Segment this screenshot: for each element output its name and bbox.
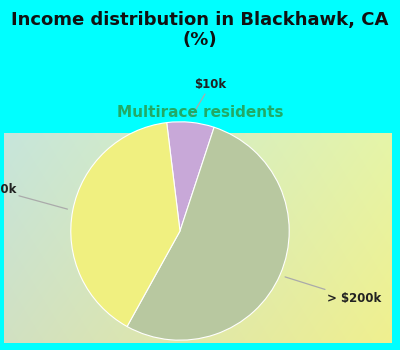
Text: $10k: $10k	[191, 78, 227, 117]
Wedge shape	[127, 127, 289, 340]
Text: $150k: $150k	[0, 183, 68, 209]
Wedge shape	[167, 122, 214, 231]
Text: Multirace residents: Multirace residents	[117, 105, 283, 120]
Wedge shape	[71, 122, 180, 327]
Text: Income distribution in Blackhawk, CA
(%): Income distribution in Blackhawk, CA (%)	[11, 10, 389, 49]
Text: > $200k: > $200k	[285, 277, 382, 305]
